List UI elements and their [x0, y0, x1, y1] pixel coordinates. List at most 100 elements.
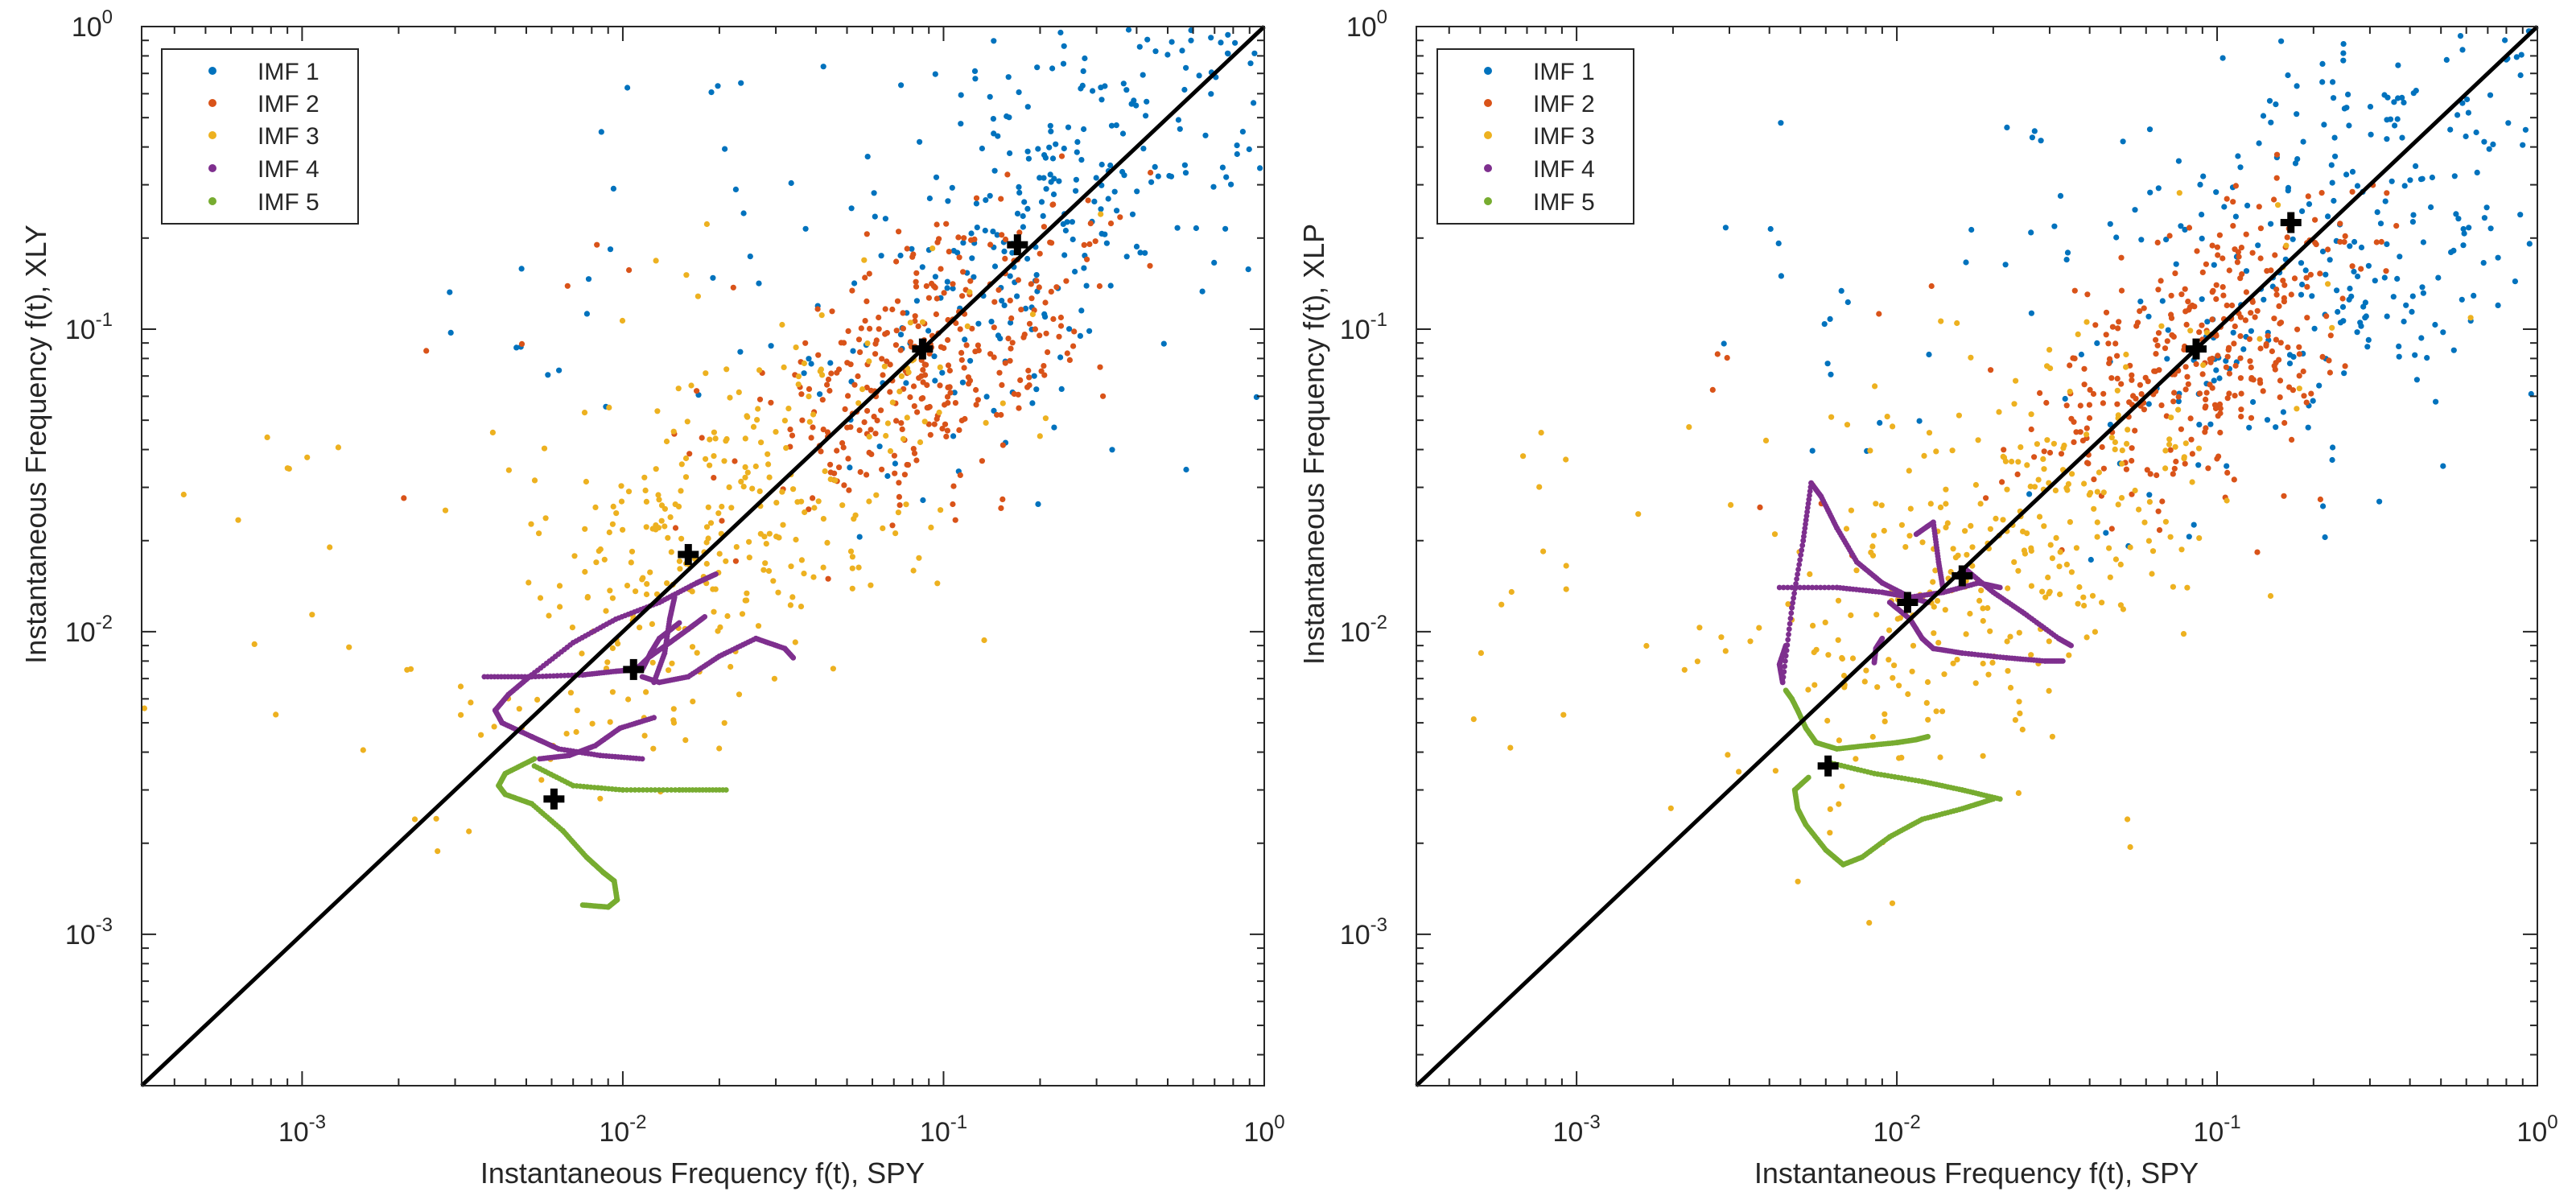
data-point	[1050, 315, 1057, 322]
data-point	[723, 558, 729, 564]
svg-text:Instantaneous Frequency f(t),: Instantaneous Frequency f(t), XLY	[19, 225, 52, 664]
data-point	[2028, 229, 2034, 236]
data-point	[141, 705, 147, 711]
data-point	[694, 649, 700, 656]
data-point	[2300, 368, 2306, 375]
data-point	[2213, 282, 2219, 288]
data-point	[1805, 501, 1811, 507]
data-point	[2115, 325, 2121, 332]
data-point	[564, 282, 571, 289]
legend-label: IMF 3	[258, 123, 319, 150]
data-point	[2197, 181, 2203, 188]
data-point	[2071, 287, 2078, 294]
data-point	[2460, 225, 2467, 233]
data-point	[1024, 148, 1031, 155]
data-point	[1024, 205, 1031, 212]
data-point	[873, 492, 880, 498]
data-point	[2230, 223, 2236, 229]
data-point	[1051, 424, 1057, 431]
data-point	[851, 280, 858, 287]
data-point	[2057, 192, 2064, 199]
data-point	[728, 505, 735, 511]
data-point	[2203, 329, 2210, 336]
data-point	[1910, 642, 1917, 649]
legend-label: IMF 2	[258, 91, 319, 118]
data-point	[1804, 509, 1811, 515]
data-point	[2115, 501, 2121, 508]
data-point	[712, 435, 719, 442]
data-point	[715, 83, 721, 89]
data-point	[982, 227, 988, 234]
data-point	[2113, 234, 2120, 241]
data-point	[845, 393, 851, 399]
data-point	[975, 397, 981, 403]
data-point	[1942, 607, 1948, 613]
data-point	[2238, 390, 2244, 397]
data-point	[1147, 262, 1153, 269]
mean-marker	[1952, 565, 1973, 587]
legend-label: IMF 4	[258, 156, 319, 183]
data-point	[962, 415, 968, 423]
data-point	[2450, 247, 2457, 254]
data-point	[732, 558, 740, 564]
data-point	[760, 567, 767, 573]
data-point	[866, 270, 872, 277]
data-point	[806, 506, 812, 513]
data-point	[625, 696, 632, 703]
data-point	[526, 579, 532, 586]
data-point	[934, 295, 940, 302]
data-point	[827, 476, 834, 483]
plot-frame	[1416, 26, 2538, 1086]
legend: IMF 1 IMF 2 IMF 3 IMF 4 IMF 5	[161, 48, 359, 225]
data-point	[945, 362, 952, 369]
data-point	[703, 539, 710, 546]
data-point	[1061, 252, 1068, 258]
data-point	[2071, 355, 2078, 361]
data-point	[2219, 284, 2226, 291]
data-point	[1983, 495, 1989, 501]
data-point	[991, 167, 998, 174]
data-point	[942, 402, 948, 408]
data-point	[2007, 633, 2013, 640]
data-point	[1174, 225, 1181, 231]
data-point	[2257, 255, 2264, 262]
data-point	[910, 383, 917, 390]
data-point	[1736, 769, 1742, 775]
data-point	[678, 461, 685, 468]
data-point	[2343, 171, 2350, 178]
data-point	[1800, 538, 1807, 544]
data-point	[2158, 323, 2165, 329]
data-point	[1923, 699, 1930, 707]
data-point	[2235, 153, 2241, 159]
data-point	[859, 386, 866, 393]
data-point	[643, 591, 650, 598]
data-point	[2090, 390, 2097, 398]
data-point	[2490, 141, 2496, 147]
data-point	[958, 121, 964, 127]
data-point	[998, 505, 1004, 512]
data-point	[1002, 360, 1008, 366]
data-point	[801, 571, 807, 577]
data-point	[1125, 27, 1132, 33]
data-point	[1121, 172, 1127, 179]
data-point	[1117, 214, 1123, 221]
data-point	[2118, 381, 2125, 387]
data-point	[2518, 52, 2524, 58]
data-point	[830, 666, 836, 672]
data-point	[958, 92, 964, 98]
data-point	[971, 68, 979, 74]
data-point	[518, 266, 525, 272]
data-point	[1049, 155, 1057, 162]
data-point	[1896, 682, 1902, 689]
data-point	[1225, 31, 1231, 38]
data-point	[2376, 498, 2383, 505]
data-point	[1245, 266, 1251, 273]
data-point	[2051, 223, 2058, 229]
data-point	[855, 400, 862, 406]
data-point	[2109, 324, 2116, 330]
x-tick-label: 10-3	[1553, 1111, 1601, 1148]
data-point	[676, 558, 683, 564]
data-point	[2390, 294, 2397, 300]
mean-marker	[912, 338, 934, 360]
data-point	[2195, 445, 2203, 452]
